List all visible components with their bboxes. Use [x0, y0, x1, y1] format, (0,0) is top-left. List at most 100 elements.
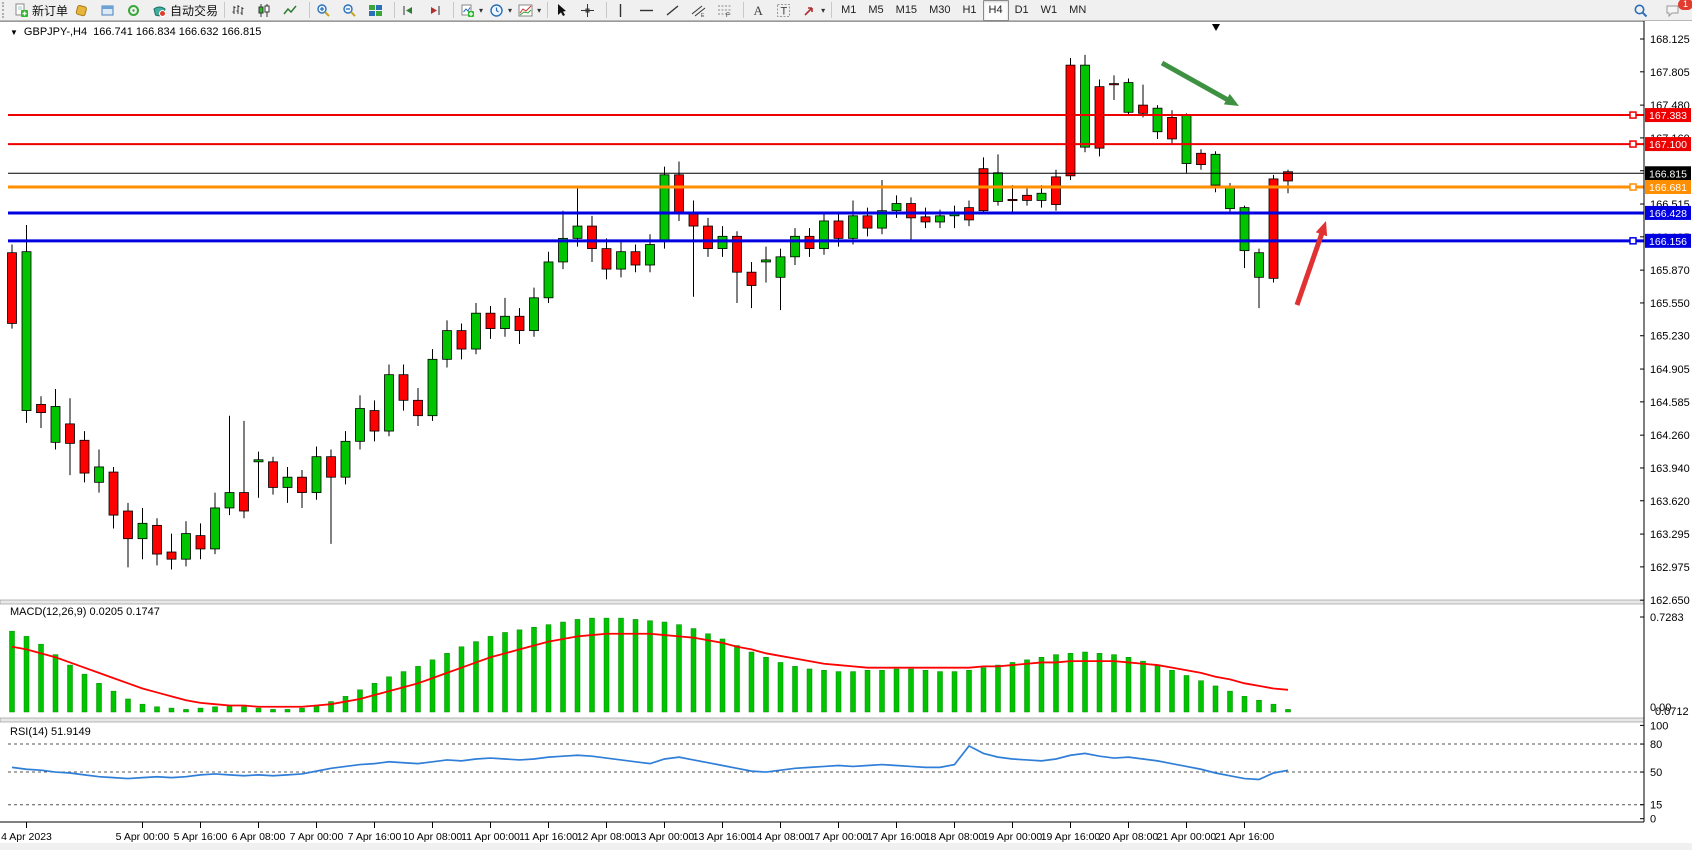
line-drag-handle[interactable]	[1629, 111, 1637, 119]
pane-splitter[interactable]	[0, 599, 1692, 605]
candlestick	[7, 252, 17, 324]
candlestick	[1036, 192, 1047, 201]
price-scale[interactable]	[1644, 21, 1692, 843]
candles-icon	[257, 3, 272, 18]
profile-icon	[74, 3, 89, 18]
candlestick	[1239, 207, 1250, 252]
macd-histogram-bar	[1140, 660, 1146, 713]
auto-scroll-button[interactable]	[398, 0, 424, 21]
macd-scale-top: 0.7283	[1650, 612, 1684, 624]
zoom-in-button[interactable]	[313, 0, 339, 21]
macd-histogram-bar	[1183, 675, 1190, 713]
green-down-arrow-head[interactable]	[1223, 93, 1239, 106]
red-up-arrow[interactable]	[1294, 232, 1325, 306]
macd-histogram-bar	[574, 619, 581, 713]
timeframe-w1-button[interactable]: W1	[1040, 3, 1058, 16]
timeframe-mn-button[interactable]: MN	[1069, 3, 1087, 16]
bar-chart-button[interactable]	[228, 0, 254, 21]
hline-icon	[639, 3, 654, 18]
text-a-icon: A	[750, 3, 765, 18]
autotrading-button[interactable]: 自动交易	[149, 0, 221, 21]
text-label-button[interactable]: T	[773, 0, 799, 21]
candlestick	[587, 225, 597, 250]
toolbar-drag-handle[interactable]	[2, 2, 9, 18]
vertical-line-button[interactable]	[610, 0, 636, 21]
chart-title-bar[interactable]: ▼ GBPJPY-,H4 166.741 166.834 166.632 166…	[10, 26, 261, 38]
line-drag-handle[interactable]	[1629, 183, 1637, 191]
trendline-icon	[665, 3, 680, 18]
zoom-in-icon	[316, 3, 331, 18]
candlestick	[1022, 194, 1032, 201]
toolbar-separator	[831, 2, 833, 18]
horizontal-line-button[interactable]	[636, 0, 662, 21]
macd-histogram-bar	[719, 638, 726, 713]
chart-shift-icon	[427, 3, 442, 18]
channel-button[interactable]: E	[688, 0, 714, 21]
text-button[interactable]: A	[747, 0, 773, 21]
signal-icon	[126, 3, 141, 18]
timeframe-m30-button[interactable]: M30	[929, 3, 951, 16]
timeframe-d1-button[interactable]: D1	[1014, 3, 1029, 16]
line-chart-button[interactable]	[280, 0, 306, 21]
line-drag-handle[interactable]	[1629, 140, 1637, 148]
chart-shift-button[interactable]	[424, 0, 450, 21]
channel-icon: E	[691, 3, 706, 18]
arrow-objects-button[interactable]: ▾	[799, 0, 828, 21]
timeframe-h1-button[interactable]: H1	[962, 3, 977, 16]
macd-histogram-bar	[1125, 656, 1132, 713]
crosshair-button[interactable]	[577, 0, 603, 21]
chart-shift-marker[interactable]	[1212, 24, 1220, 31]
macd-histogram-bar	[864, 670, 871, 713]
timeframe-m1-button[interactable]: M1	[841, 3, 857, 16]
macd-histogram-bar	[458, 646, 465, 713]
candlestick	[804, 235, 815, 250]
signals-button[interactable]	[123, 0, 149, 21]
zoom-out-button[interactable]	[339, 0, 365, 21]
new-order-icon	[14, 3, 29, 18]
macd-histogram-bar	[328, 701, 334, 713]
notifications-button[interactable]: 1	[1662, 0, 1692, 21]
line-drag-handle[interactable]	[1629, 237, 1637, 245]
candlestick	[195, 535, 206, 550]
macd-histogram-bar	[1038, 656, 1045, 713]
candlestick	[108, 471, 119, 516]
candlestick	[761, 259, 771, 263]
new-order-button[interactable]: 新订单	[11, 0, 71, 21]
candlestick	[152, 524, 162, 555]
timeframe-m5-button[interactable]: M5	[868, 3, 884, 16]
candlestick	[529, 297, 539, 332]
toolbar-separator	[394, 2, 396, 18]
timeframe-m15-button[interactable]: M15	[895, 3, 918, 16]
candlestick-button[interactable]	[254, 0, 280, 21]
cursor-button[interactable]	[551, 0, 577, 21]
new-chart-button[interactable]: ▾	[457, 0, 486, 21]
macd-histogram-bar	[81, 673, 88, 713]
candlestick	[65, 423, 75, 444]
red-up-arrow-head[interactable]	[1315, 221, 1328, 237]
tile-windows-button[interactable]	[365, 0, 391, 21]
search-button[interactable]	[1630, 0, 1656, 21]
indicators-button[interactable]: ▾	[515, 0, 544, 21]
time-axis-label: 6 Apr 08:00	[232, 831, 286, 843]
trendline-button[interactable]	[662, 0, 688, 21]
macd-histogram-bar	[618, 617, 624, 713]
timeframe-h4-button[interactable]: H4	[982, 0, 1009, 21]
fibonacci-button[interactable]: F	[714, 0, 740, 21]
text-t-icon: T	[776, 3, 791, 18]
periods-button[interactable]: ▾	[486, 0, 515, 21]
terminal-window-button[interactable]	[97, 0, 123, 21]
macd-histogram-bar	[531, 626, 537, 713]
candlestick	[123, 510, 133, 540]
macd-histogram-bar	[632, 619, 639, 713]
macd-histogram-bar	[1198, 680, 1204, 713]
auto-scroll-icon	[401, 3, 416, 18]
macd-histogram-bar	[748, 651, 755, 713]
candlestick	[1167, 117, 1177, 140]
pane-splitter[interactable]	[0, 717, 1692, 723]
candlestick	[558, 237, 568, 263]
profile-button[interactable]	[71, 0, 97, 21]
time-axis-label: 21 Apr 00:00	[1157, 831, 1217, 843]
macd-histogram-bar	[545, 624, 552, 713]
green-down-arrow[interactable]	[1160, 60, 1230, 103]
